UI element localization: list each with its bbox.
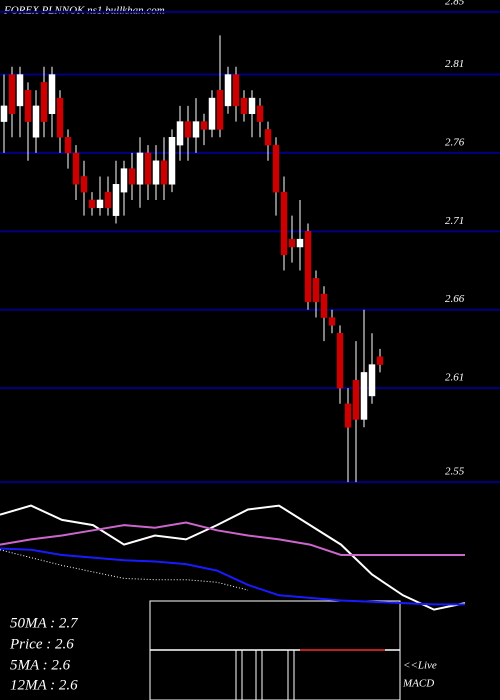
candle-body bbox=[136, 152, 144, 185]
y-tick-label: 2.81 bbox=[445, 58, 464, 70]
macd-text: MACD bbox=[402, 678, 434, 690]
candle-body bbox=[160, 160, 168, 185]
candle-body bbox=[176, 121, 184, 146]
candle-body bbox=[24, 89, 32, 122]
candle-body bbox=[320, 293, 328, 318]
candle-body bbox=[104, 191, 112, 209]
candle-body bbox=[48, 74, 56, 114]
y-tick-label: 2.55 bbox=[445, 466, 465, 478]
y-tick-label: 2.71 bbox=[445, 215, 464, 227]
candle-body bbox=[72, 152, 80, 185]
candle-body bbox=[112, 184, 120, 216]
indicator-line bbox=[0, 504, 466, 611]
candle-body bbox=[296, 238, 304, 248]
candle-body bbox=[336, 332, 344, 389]
candle-body bbox=[240, 97, 248, 114]
candle-body bbox=[248, 97, 256, 114]
candle-body bbox=[216, 89, 224, 130]
candle-body bbox=[232, 74, 240, 107]
candle-body bbox=[56, 97, 64, 138]
candle-body bbox=[120, 168, 128, 193]
candle-body bbox=[264, 129, 272, 146]
candle-body bbox=[64, 137, 72, 154]
y-tick-label: 2.61 bbox=[445, 372, 464, 384]
y-tick-label: 2.66 bbox=[445, 293, 465, 305]
candle-body bbox=[352, 380, 360, 420]
candle-body bbox=[288, 238, 296, 248]
candle-body bbox=[376, 356, 384, 365]
ma5-text: 5MA : 2.6 bbox=[10, 657, 71, 673]
candle-body bbox=[0, 105, 8, 122]
candle-body bbox=[272, 144, 280, 193]
candle-body bbox=[192, 121, 200, 138]
candle-body bbox=[152, 160, 160, 185]
candle-body bbox=[360, 372, 368, 420]
chart-title: FOREX PLNNOK ns1.bullkhan.com bbox=[3, 5, 165, 17]
y-tick-label: 2.85 bbox=[445, 0, 465, 7]
candle-body bbox=[304, 231, 312, 303]
candle-body bbox=[328, 317, 336, 326]
candle-body bbox=[200, 121, 208, 130]
candle-body bbox=[80, 176, 88, 193]
candle-body bbox=[312, 278, 320, 303]
y-tick-label: 2.76 bbox=[445, 136, 465, 148]
candle-body bbox=[88, 199, 96, 209]
candle-body bbox=[16, 74, 24, 107]
candle-body bbox=[168, 137, 176, 185]
macd-pulses bbox=[235, 650, 295, 700]
ma12-text: 12MA : 2.6 bbox=[10, 677, 78, 693]
candle-body bbox=[184, 121, 192, 138]
indicator-line bbox=[0, 547, 465, 606]
price-text: Price : 2.6 bbox=[9, 636, 74, 652]
candle-body bbox=[32, 105, 40, 138]
candle-body bbox=[224, 74, 232, 107]
candle-body bbox=[8, 74, 16, 114]
candle-body bbox=[96, 199, 104, 209]
candle-body bbox=[256, 105, 264, 122]
indicator-line bbox=[0, 521, 465, 556]
indicator-line bbox=[0, 549, 249, 591]
candle-body bbox=[128, 168, 136, 185]
candle-body bbox=[368, 364, 376, 397]
candle-body bbox=[144, 152, 152, 185]
candle-body bbox=[40, 82, 48, 122]
candle-body bbox=[344, 403, 352, 428]
ma50-text: 50MA : 2.7 bbox=[10, 615, 79, 631]
live-text: <<Live bbox=[403, 660, 437, 672]
candle-body bbox=[208, 97, 216, 130]
candle-body bbox=[280, 191, 288, 256]
